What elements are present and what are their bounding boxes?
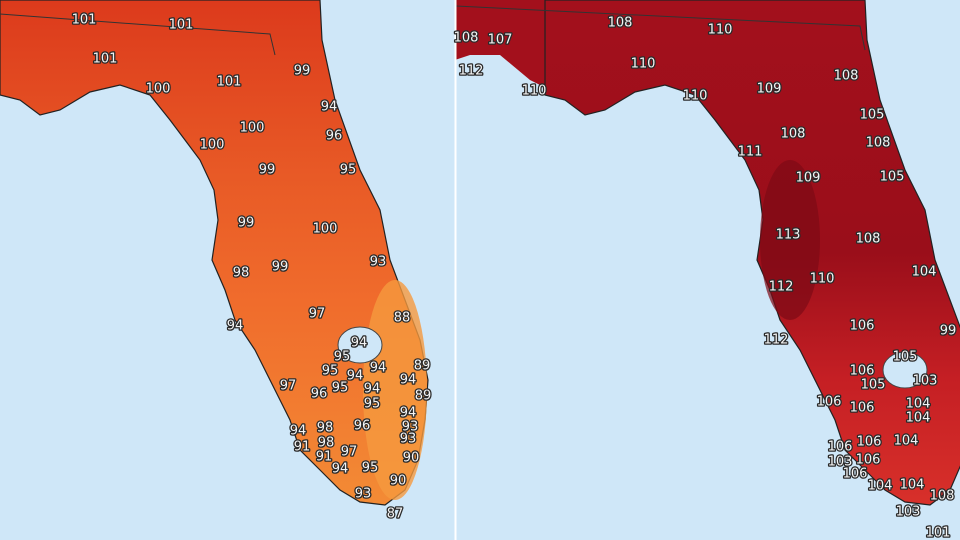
temperature-label: 93 [355, 487, 372, 502]
temperature-label: 93 [400, 432, 417, 447]
temperature-label: 99 [940, 324, 957, 339]
temperature-label: 98 [318, 436, 335, 451]
temperature-label: 104 [894, 434, 919, 449]
temperature-label: 103 [913, 374, 938, 389]
temperature-label: 95 [332, 381, 349, 396]
temperature-label: 96 [326, 129, 343, 144]
temperature-label: 101 [169, 18, 194, 33]
temperature-label: 94 [370, 361, 387, 376]
temperature-label: 105 [860, 108, 885, 123]
temperature-label: 94 [321, 100, 338, 115]
right-map [456, 0, 960, 506]
temperature-label: 95 [322, 364, 339, 379]
temperature-label: 91 [316, 450, 333, 465]
temperature-label: 97 [280, 379, 297, 394]
temperature-label: 101 [926, 526, 951, 540]
temperature-label: 91 [294, 440, 311, 455]
temperature-label: 106 [850, 364, 875, 379]
temperature-label: 113 [776, 228, 801, 243]
temperature-label: 96 [354, 419, 371, 434]
temperature-label: 94 [227, 319, 244, 334]
temperature-label: 95 [340, 163, 357, 178]
temperature-label: 104 [868, 479, 893, 494]
temperature-label: 93 [402, 420, 419, 435]
temperature-label: 90 [390, 474, 407, 489]
temperature-label: 94 [351, 336, 368, 351]
temperature-label: 98 [233, 266, 250, 281]
temperature-label: 112 [769, 280, 794, 295]
temperature-label: 106 [828, 440, 853, 455]
temperature-label: 110 [631, 57, 656, 72]
temperature-label: 99 [294, 64, 311, 79]
temperature-label: 105 [893, 350, 918, 365]
temperature-label: 112 [764, 333, 789, 348]
temperature-label: 97 [341, 445, 358, 460]
temperature-label: 94 [332, 462, 349, 477]
temperature-label: 96 [311, 387, 328, 402]
temperature-label: 95 [362, 461, 379, 476]
temperature-label: 100 [240, 121, 265, 136]
temperature-label: 108 [454, 31, 479, 46]
temperature-label: 110 [810, 272, 835, 287]
temperature-label: 101 [72, 13, 97, 28]
temperature-label: 106 [843, 467, 868, 482]
temperature-label: 106 [817, 395, 842, 410]
temperature-label: 95 [364, 397, 381, 412]
temperature-label: 94 [400, 373, 417, 388]
temperature-label: 110 [708, 23, 733, 38]
temperature-label: 105 [861, 378, 886, 393]
temperature-label: 111 [738, 145, 763, 160]
temperature-label: 101 [93, 52, 118, 67]
temperature-label: 99 [238, 216, 255, 231]
temperature-label: 106 [850, 401, 875, 416]
temperature-label: 99 [259, 163, 276, 178]
temperature-label: 94 [290, 424, 307, 439]
temperature-label: 110 [522, 84, 547, 99]
temperature-label: 97 [309, 307, 326, 322]
temperature-label: 104 [900, 478, 925, 493]
temperature-label: 108 [856, 232, 881, 247]
temperature-label: 87 [387, 507, 404, 522]
temperature-label: 108 [608, 16, 633, 31]
temperature-label: 89 [414, 359, 431, 374]
temperature-label: 107 [488, 33, 513, 48]
temperature-label: 100 [200, 138, 225, 153]
temperature-label: 103 [828, 455, 853, 470]
temperature-label: 108 [781, 127, 806, 142]
temperature-label: 94 [347, 369, 364, 384]
temperature-label: 88 [394, 311, 411, 326]
temperature-label: 101 [217, 75, 242, 90]
temperature-label: 106 [857, 435, 882, 450]
temperature-label: 109 [796, 171, 821, 186]
temperature-label: 106 [850, 319, 875, 334]
temperature-label: 106 [856, 453, 881, 468]
temperature-label: 112 [459, 64, 484, 79]
temperature-label: 110 [683, 89, 708, 104]
temperature-label: 108 [866, 136, 891, 151]
temperature-label: 100 [313, 222, 338, 237]
temperature-label: 93 [370, 255, 387, 270]
temperature-label: 109 [757, 82, 782, 97]
temperature-label: 89 [415, 389, 432, 404]
temperature-label: 98 [317, 421, 334, 436]
left-map [0, 0, 429, 506]
temperature-label: 108 [930, 489, 955, 504]
temperature-label: 105 [880, 170, 905, 185]
temperature-label: 90 [403, 451, 420, 466]
temperature-label: 95 [334, 350, 351, 365]
temperature-label: 108 [834, 69, 859, 84]
temperature-label: 100 [146, 82, 171, 97]
temperature-label: 99 [272, 260, 289, 275]
temperature-label: 94 [364, 382, 381, 397]
temperature-label: 94 [400, 406, 417, 421]
temperature-label: 103 [896, 505, 921, 520]
temperature-label: 104 [912, 265, 937, 280]
temperature-label: 104 [906, 397, 931, 412]
temperature-label: 104 [906, 411, 931, 426]
